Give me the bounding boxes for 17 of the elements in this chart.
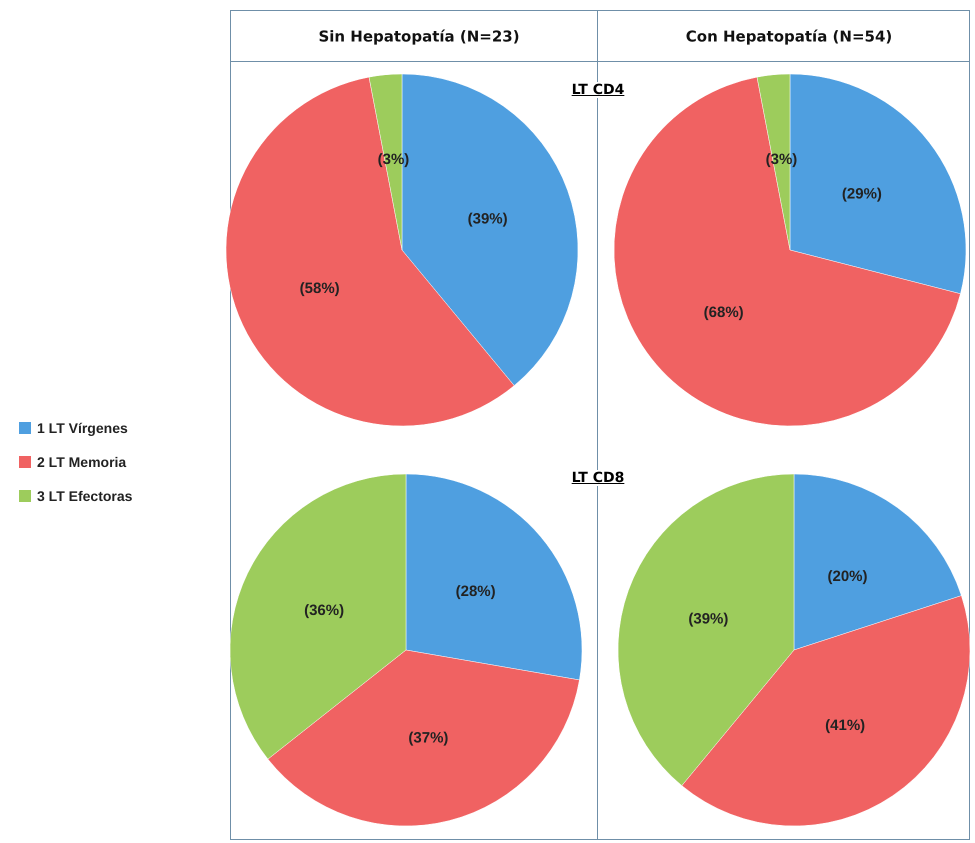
legend-label: 1 LT Vírgenes: [37, 420, 128, 436]
data-label: (41%): [825, 716, 866, 734]
legend-label: 2 LT Memoria: [37, 454, 126, 470]
legend-label: 3 LT Efectoras: [37, 488, 133, 504]
data-label: (20%): [827, 568, 868, 585]
data-label: (39%): [468, 210, 508, 228]
text: LT CD4: [568, 82, 628, 98]
data-label: (39%): [688, 610, 728, 628]
data-label: (29%): [842, 186, 882, 203]
text: LT CD8: [568, 470, 628, 486]
data-label: (28%): [456, 582, 496, 600]
data-label: (58%): [300, 280, 340, 298]
chart-title: Sin Hepatopatía (N=23): [318, 28, 520, 46]
data-label: (68%): [704, 304, 744, 321]
data-label: (37%): [408, 730, 448, 747]
data-label: (36%): [304, 602, 344, 619]
chart-title: Con Hepatopatía (N=54): [686, 28, 892, 46]
